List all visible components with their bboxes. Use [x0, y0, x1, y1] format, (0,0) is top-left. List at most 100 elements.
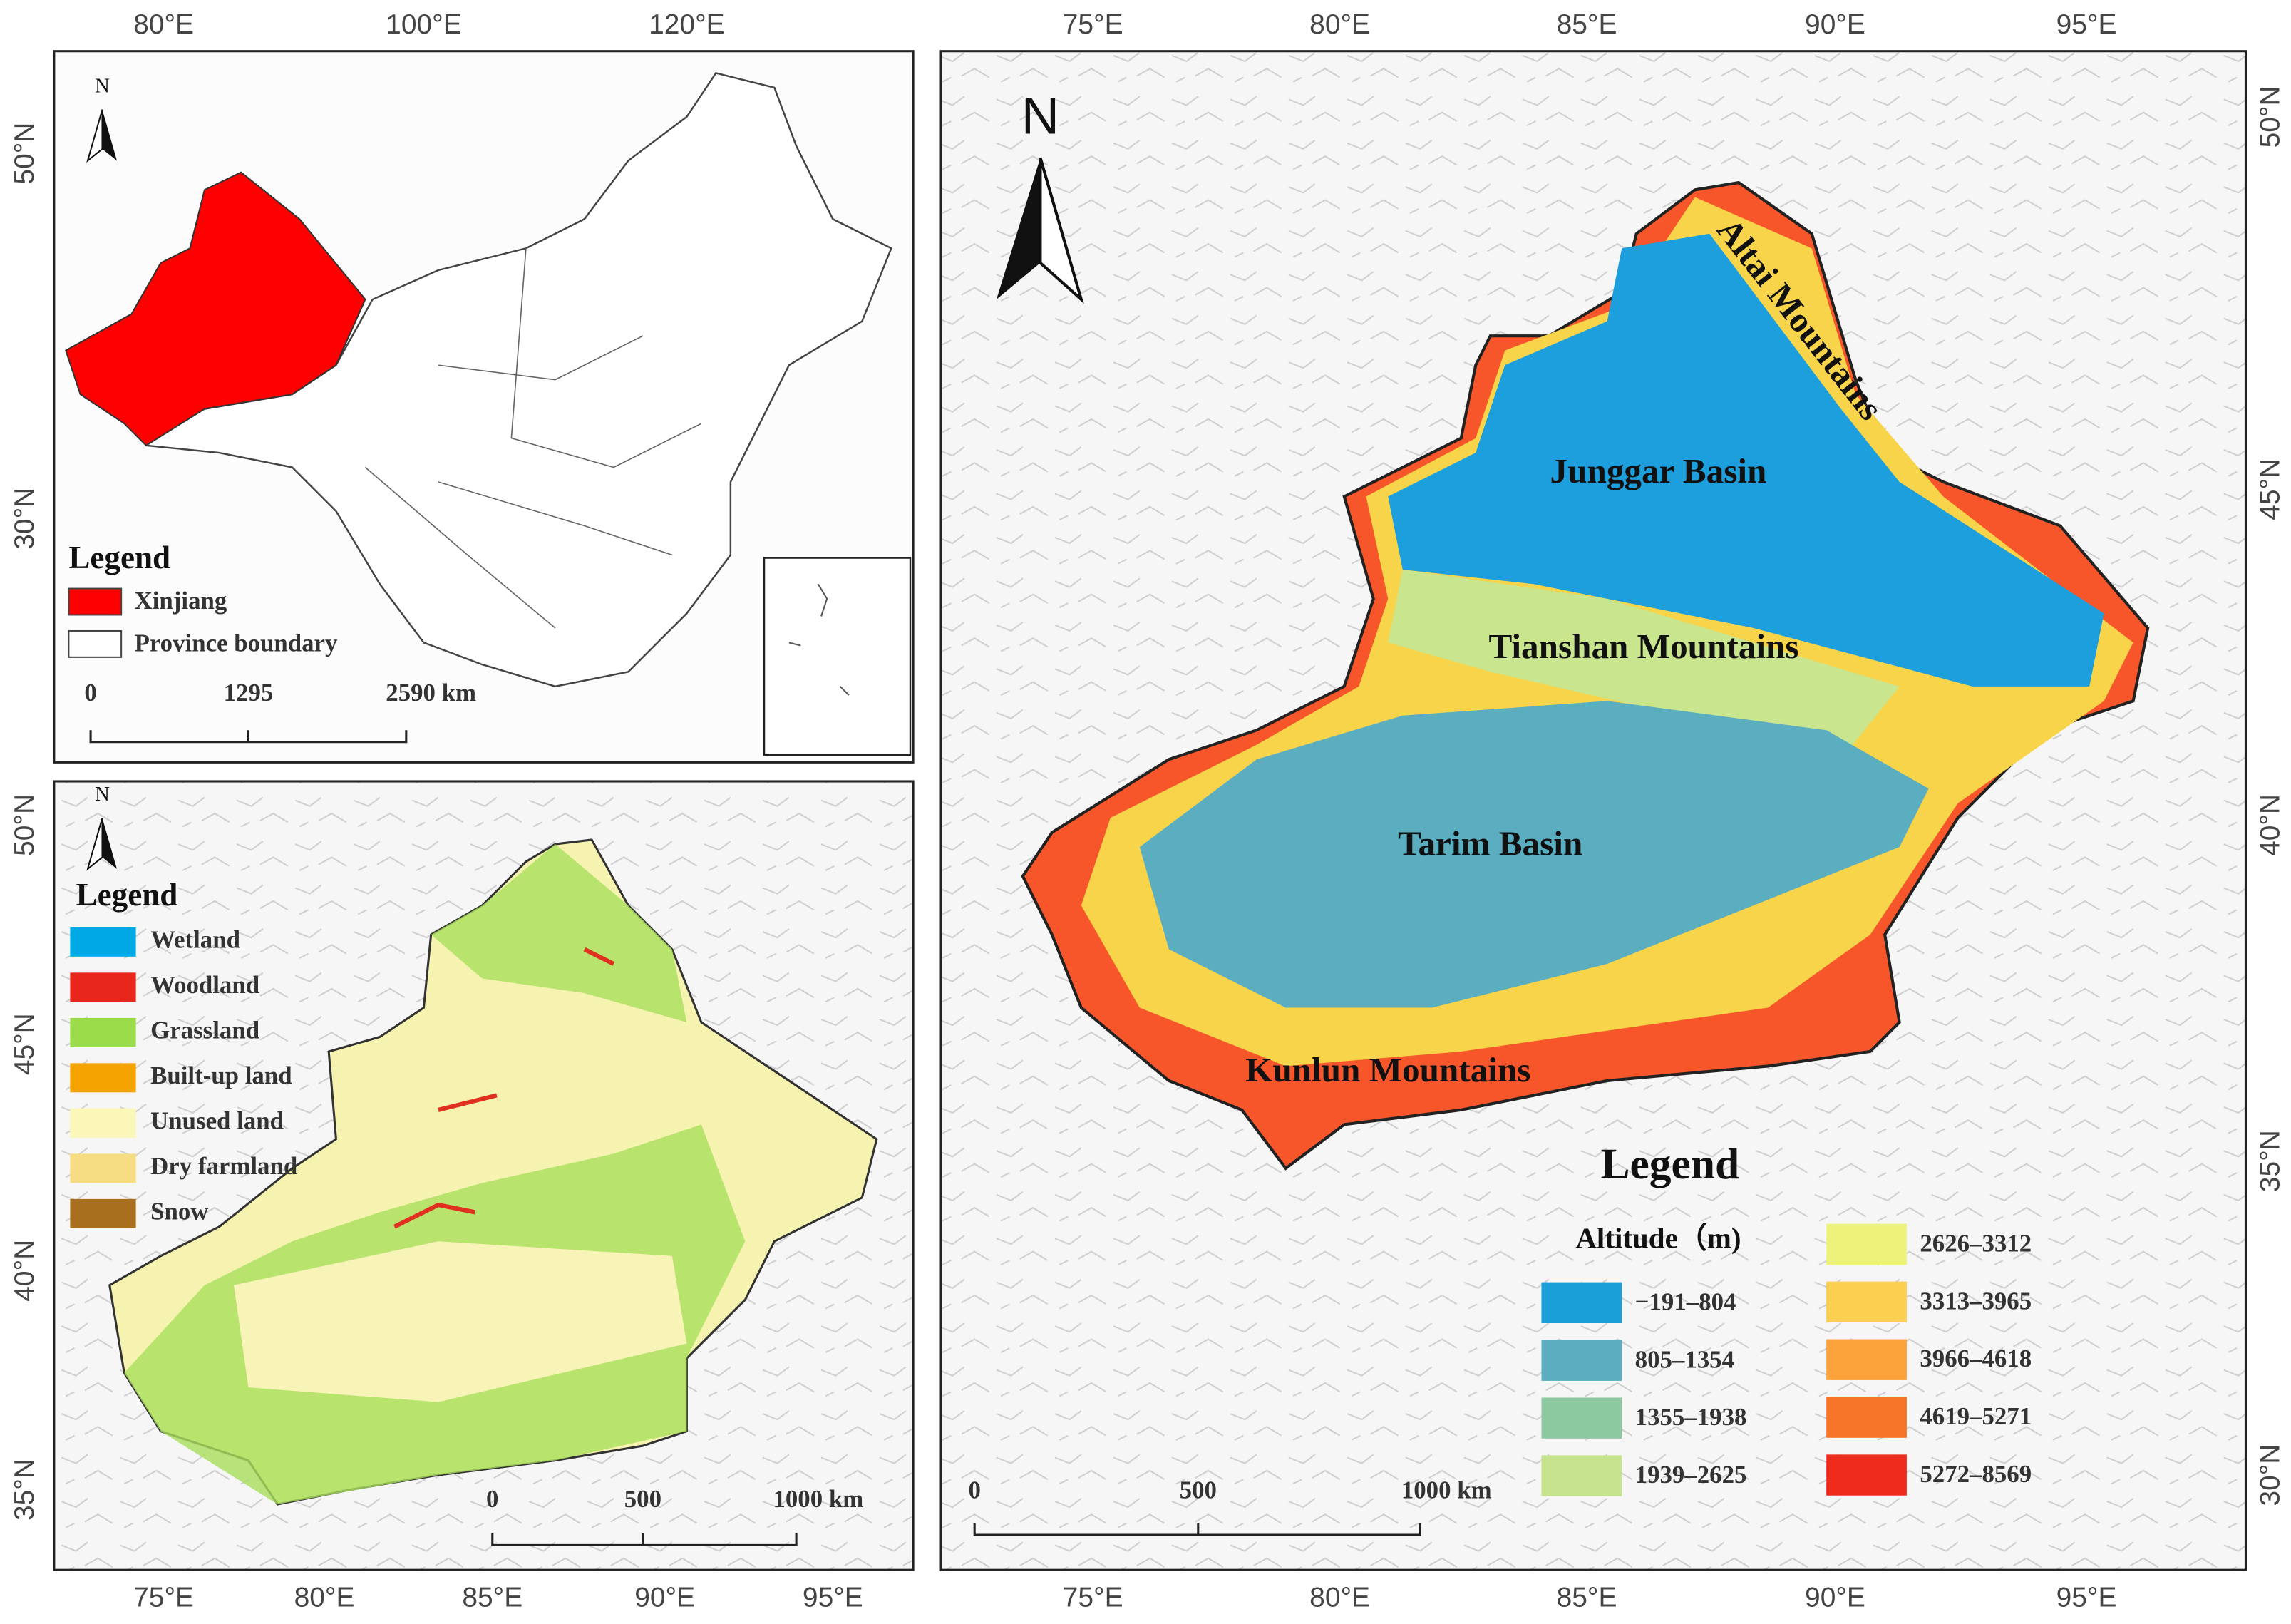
legend-swatch	[1826, 1454, 1907, 1496]
legend-label: −191–804	[1635, 1288, 1736, 1315]
xinjiang-shape	[64, 171, 366, 447]
lon-label: 90°E	[634, 1582, 695, 1613]
legend-label: Snow	[150, 1197, 208, 1225]
lat-label: 50°N	[9, 794, 40, 856]
lat-label: 40°N	[9, 1240, 40, 1302]
legend-label: 1939–2625	[1635, 1461, 1747, 1489]
scale-bar-b	[491, 1533, 798, 1546]
unused-area	[233, 1241, 687, 1402]
legend-swatch	[70, 972, 136, 1002]
lat-label: 50°N	[9, 123, 40, 185]
lon-label: 120°E	[649, 9, 724, 40]
lon-label: 80°E	[1309, 9, 1370, 40]
woodland-strips	[393, 947, 615, 1229]
lat-label: 50°N	[2255, 86, 2286, 148]
lon-label: 85°E	[462, 1582, 522, 1613]
legend-swatch	[70, 1153, 136, 1183]
panel-a-frame	[53, 50, 915, 764]
legend-label: Dry farmland	[150, 1152, 297, 1180]
lon-label: 90°E	[1805, 9, 1865, 40]
legend-label: 2626–3312	[1920, 1229, 2032, 1257]
province-lines	[364, 248, 702, 629]
lat-label: 30°N	[9, 488, 40, 550]
lon-label: 85°E	[1557, 1582, 1617, 1613]
tarim-basin	[1139, 701, 1929, 1008]
scale-label: 0	[84, 679, 96, 706]
inset-islands	[788, 583, 850, 696]
north-label: N	[95, 74, 110, 97]
legend-label: Unused land	[150, 1106, 284, 1134]
legend-swatch	[1541, 1397, 1622, 1439]
lon-label: 95°E	[2056, 1582, 2117, 1613]
scale-label: 2590 km	[386, 679, 476, 706]
legend-swatch	[1541, 1282, 1622, 1323]
legend-label: 805–1354	[1635, 1345, 1734, 1373]
legend-label: Woodland	[150, 971, 259, 999]
legend-swatch	[70, 927, 136, 957]
place-name: Tianshan Mountains	[1488, 627, 1798, 666]
legend-label: 1355–1938	[1635, 1403, 1747, 1431]
legend-swatch	[68, 629, 123, 658]
lon-label: 100°E	[386, 9, 461, 40]
legend-swatch	[70, 1198, 136, 1228]
lon-label: 75°E	[1063, 9, 1123, 40]
lon-label: 80°E	[1309, 1582, 1370, 1613]
scale-bar-a	[89, 730, 408, 744]
lat-label: 35°N	[9, 1459, 40, 1521]
place-name: Junggar Basin	[1550, 451, 1767, 490]
legend-swatch	[70, 1108, 136, 1138]
lat-label: 45°N	[2255, 458, 2286, 520]
place-name: Tarim Basin	[1398, 823, 1582, 863]
lon-label: 85°E	[1557, 9, 1617, 40]
legend-swatch	[1826, 1281, 1907, 1322]
tianshan-band	[1388, 569, 1900, 760]
legend-title: Legend	[68, 540, 170, 575]
scale-label: 500	[1180, 1476, 1217, 1504]
legend-title: Legend	[1600, 1140, 1739, 1188]
lat-label: 35°N	[2255, 1130, 2286, 1192]
legend-swatch	[1826, 1223, 1907, 1265]
lon-label: 75°E	[133, 1582, 194, 1613]
legend-label: Xinjiang	[135, 587, 227, 615]
legend-label: Grassland	[150, 1016, 259, 1044]
legend-swatch	[1541, 1455, 1622, 1496]
inset-frame	[763, 557, 912, 756]
place-name: Kunlun Mountains	[1245, 1050, 1530, 1089]
legend-swatch	[68, 587, 123, 616]
scale-label: 0	[968, 1476, 980, 1504]
north-arrow-b2	[86, 817, 103, 871]
legend-label: Built-up land	[150, 1062, 292, 1089]
scale-label: 1000 km	[773, 1485, 863, 1513]
panel-b-frame	[53, 780, 915, 1571]
lon-label: 80°E	[133, 9, 194, 40]
lon-label: 80°E	[294, 1582, 355, 1613]
lon-label: 95°E	[2056, 9, 2117, 40]
scale-label: 0	[486, 1485, 498, 1513]
legend-label: 4619–5271	[1920, 1402, 2032, 1430]
legend-swatch	[1826, 1397, 1907, 1438]
lon-label: 90°E	[1805, 1582, 1865, 1613]
north-label: N	[95, 783, 110, 806]
legend-swatch	[1541, 1340, 1622, 1381]
scale-label: 1000 km	[1401, 1476, 1492, 1504]
legend-title: Legend	[76, 877, 178, 913]
junggar-basin	[1388, 233, 2104, 687]
legend-subtitle: Altitude（m)	[1575, 1222, 1741, 1255]
legend-swatch	[70, 1017, 136, 1047]
legend-swatch	[70, 1063, 136, 1093]
lat-label: 45°N	[9, 1013, 40, 1075]
legend-label: Province boundary	[135, 629, 338, 657]
lat-label: 40°N	[2255, 794, 2286, 856]
legend-label: Wetland	[150, 925, 240, 953]
north-label: N	[1021, 86, 1059, 145]
lon-label: 75°E	[1063, 1582, 1123, 1613]
scale-bar-c	[973, 1523, 1421, 1536]
lat-label: 30°N	[2255, 1444, 2286, 1506]
lon-label: 95°E	[803, 1582, 863, 1613]
panel-c-frame	[939, 50, 2247, 1571]
legend-label: 3966–4618	[1920, 1345, 2032, 1372]
scale-label: 1295	[224, 679, 274, 706]
legend-swatch	[1826, 1339, 1907, 1380]
north-arrow-a2	[86, 109, 103, 163]
